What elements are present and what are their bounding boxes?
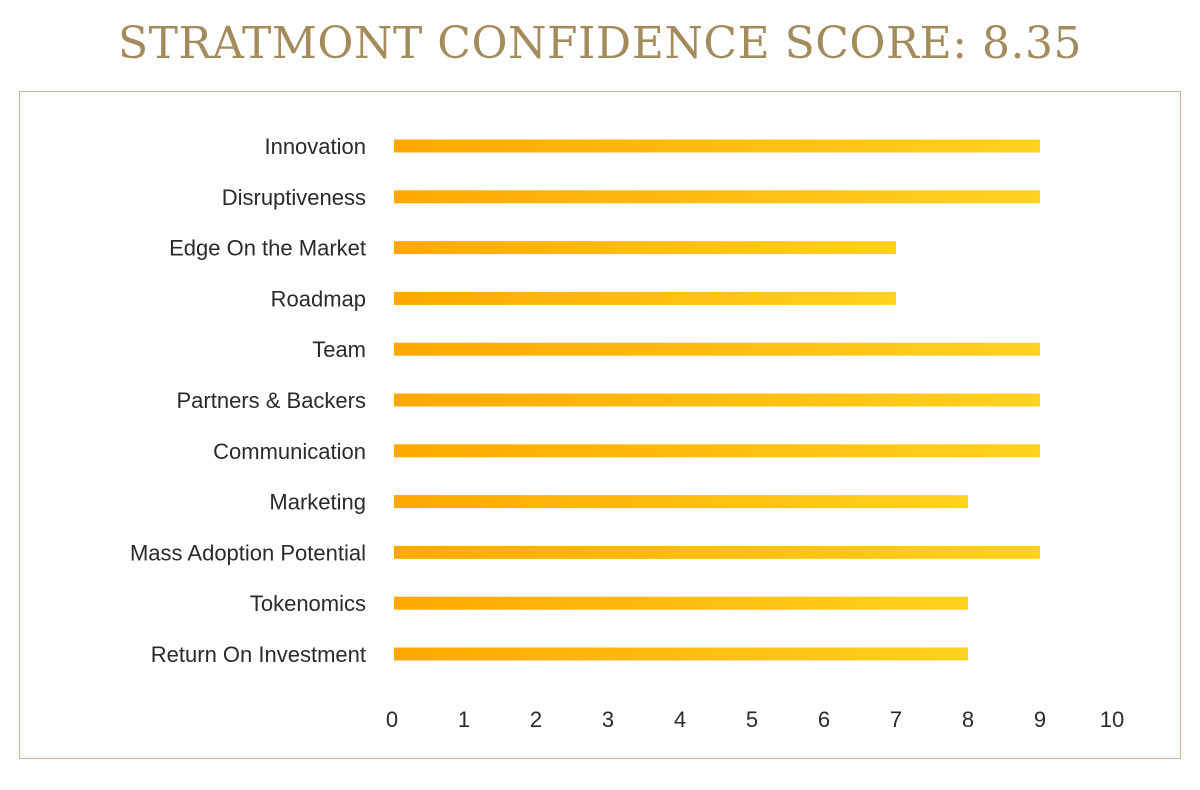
x-tick-label: 1: [458, 707, 470, 732]
x-tick-label: 8: [962, 707, 974, 732]
x-tick-label: 0: [386, 707, 398, 732]
bar: [394, 545, 1040, 559]
category-label: Disruptiveness: [222, 185, 366, 210]
x-tick-label: 2: [530, 707, 542, 732]
category-label: Marketing: [269, 490, 366, 515]
chart-frame: [19, 91, 1181, 759]
x-tick-label: 9: [1034, 707, 1046, 732]
bar: [394, 342, 1040, 356]
x-tick-label: 10: [1100, 707, 1124, 732]
x-tick-label: 3: [602, 707, 614, 732]
x-tick-label: 5: [746, 707, 758, 732]
bar: [394, 495, 968, 509]
bar: [394, 444, 1040, 458]
chart-title: STRATMONT CONFIDENCE SCORE: 8.35: [117, 18, 1083, 69]
x-tick-label: 4: [674, 707, 686, 732]
x-tick-label: 7: [890, 707, 902, 732]
category-label: Partners & Backers: [176, 388, 366, 413]
category-labels: Innovation Disruptiveness Edge On the Mark…: [130, 134, 366, 667]
bar: [394, 393, 1040, 407]
bar: [394, 241, 896, 255]
bar-group: [394, 139, 1040, 661]
category-label: Return On Investment: [151, 642, 366, 667]
category-label: Innovation: [264, 134, 366, 159]
category-label: Edge On the Market: [169, 236, 366, 261]
bar: [394, 596, 968, 610]
category-label: Tokenomics: [250, 591, 366, 616]
category-label: Roadmap: [271, 286, 366, 311]
bar: [394, 139, 1040, 153]
category-label: Communication: [213, 439, 366, 464]
x-tick-label: 6: [818, 707, 830, 732]
category-label: Mass Adoption Potential: [130, 540, 366, 565]
bar: [394, 190, 1040, 204]
bar: [394, 647, 968, 661]
category-label: Team: [312, 337, 366, 362]
x-axis-ticks: 0 1 2 3 4 5 6 7 8 9 10: [386, 707, 1124, 732]
bar: [394, 291, 896, 305]
